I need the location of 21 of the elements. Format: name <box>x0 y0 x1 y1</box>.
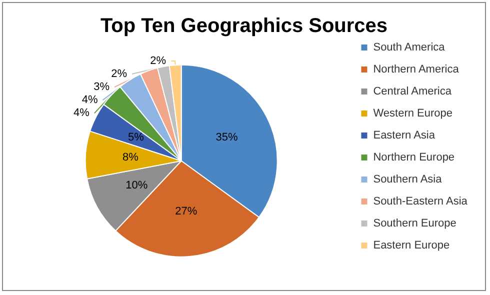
legend-label: Northern Europe <box>373 152 455 164</box>
legend-label: Central America <box>373 86 452 98</box>
data-label: 35% <box>216 132 238 144</box>
legend-label: Eastern Europe <box>373 240 450 252</box>
data-label: 4% <box>82 94 98 106</box>
legend-label: Southern Asia <box>373 174 443 186</box>
chart-title: Top Ten Geographics Sources <box>100 15 388 37</box>
data-label: 27% <box>175 206 198 218</box>
data-label: 2% <box>150 55 166 68</box>
data-label: 4% <box>73 107 90 120</box>
data-label: 8% <box>122 152 139 164</box>
legend-label: Northern America <box>373 64 460 76</box>
data-label: 5% <box>128 132 144 144</box>
legend-label: Eastern Asia <box>373 130 436 142</box>
data-label: 3% <box>94 81 110 94</box>
legend-label: Western Europe <box>373 108 453 120</box>
data-label: 10% <box>126 179 148 192</box>
data-label: 2% <box>111 68 128 80</box>
legend-label: Southern Europe <box>373 218 456 230</box>
legend-label: South-Eastern Asia <box>373 196 468 208</box>
legend-label: South America <box>373 42 446 54</box>
